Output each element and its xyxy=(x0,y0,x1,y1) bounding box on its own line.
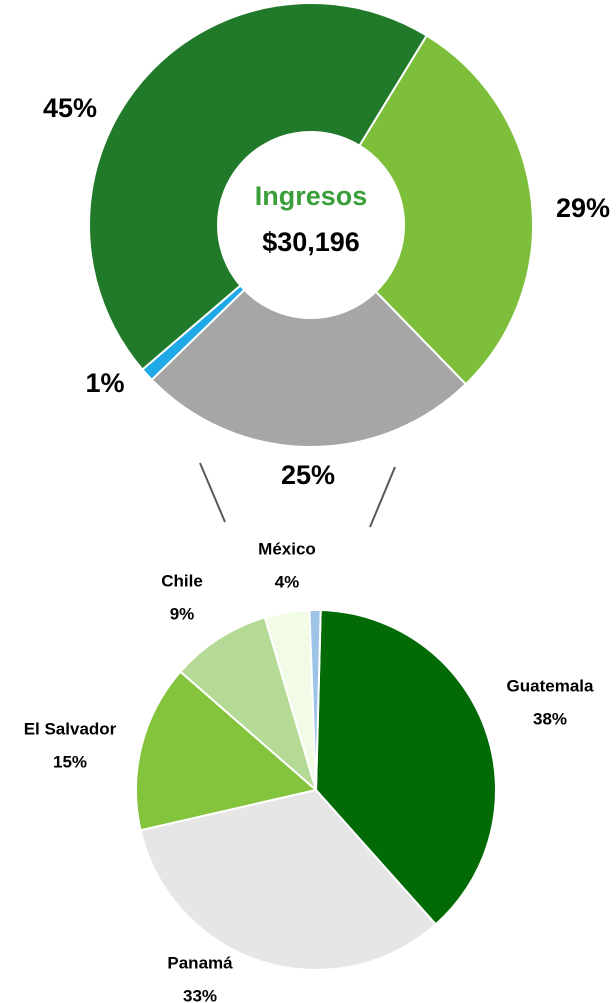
slice xyxy=(88,2,429,371)
slice xyxy=(314,609,497,926)
connector xyxy=(369,466,396,528)
value-label: 45% xyxy=(43,93,97,123)
category-label: Chile xyxy=(161,571,203,590)
slice xyxy=(139,788,438,971)
category-label: Guatemala xyxy=(507,676,594,695)
value-label: 33% xyxy=(183,986,217,1003)
category-label: El Salvador xyxy=(24,719,117,738)
slice xyxy=(135,670,319,832)
value-label: 1% xyxy=(85,368,124,398)
value-label: 38% xyxy=(533,709,567,728)
center-title: Ingresos xyxy=(255,181,368,211)
value-label: 15% xyxy=(53,752,87,771)
value-label: 29% xyxy=(556,193,610,223)
slice xyxy=(150,288,468,448)
value-label: 4% xyxy=(275,572,300,591)
slice xyxy=(308,609,322,791)
center-value: $30,196 xyxy=(262,227,360,257)
category-label: México xyxy=(258,539,316,558)
connector xyxy=(199,462,226,523)
category-label: Panamá xyxy=(167,953,233,972)
slice xyxy=(178,616,318,794)
slice xyxy=(358,34,534,386)
value-label: 9% xyxy=(170,604,195,623)
value-label: 25% xyxy=(281,460,335,490)
